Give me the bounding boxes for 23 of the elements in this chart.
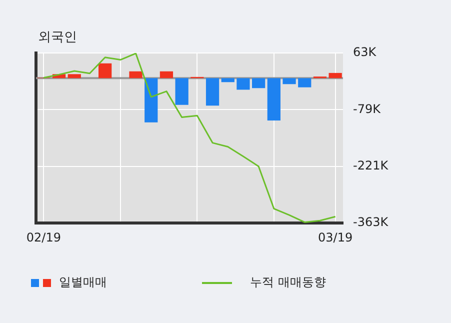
bar: [206, 78, 220, 106]
bar: [252, 78, 266, 88]
legend-label: 일별매매: [59, 274, 107, 291]
x-tick-label: 03/19: [318, 230, 353, 244]
bar: [328, 72, 342, 78]
bar: [144, 78, 158, 122]
y-tick-label: -79K: [353, 102, 382, 116]
y-tick-label: -221K: [353, 158, 390, 172]
bar: [160, 71, 174, 78]
bar: [267, 78, 280, 120]
y-tick-label: -363K: [353, 215, 390, 230]
bar: [175, 78, 188, 105]
bar: [236, 78, 250, 90]
x-tick-label: 02/19: [26, 230, 61, 244]
legend-label: 누적 매매동향: [250, 274, 326, 291]
bar: [282, 78, 296, 84]
bar: [98, 63, 112, 78]
bar: [129, 71, 142, 78]
bar: [298, 78, 312, 88]
bar: [221, 78, 234, 82]
y-tick-label: 63K: [353, 45, 378, 60]
bar: [68, 74, 81, 78]
chart-title: 외국인: [38, 29, 77, 46]
